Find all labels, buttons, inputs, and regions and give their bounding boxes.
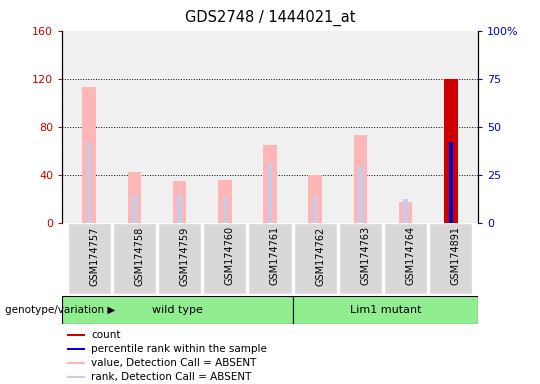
FancyBboxPatch shape [158, 223, 201, 294]
Text: GSM174758: GSM174758 [134, 226, 144, 286]
Text: GSM174762: GSM174762 [315, 226, 325, 286]
Bar [449, 142, 453, 223]
Bar [354, 135, 367, 223]
Text: GSM174759: GSM174759 [180, 226, 190, 286]
FancyBboxPatch shape [248, 223, 292, 294]
Text: Lim1 mutant: Lim1 mutant [350, 305, 421, 315]
Bar [218, 180, 232, 223]
Text: GSM174763: GSM174763 [360, 226, 370, 285]
Text: GSM174760: GSM174760 [225, 226, 235, 285]
Text: GSM174757: GSM174757 [89, 226, 99, 286]
Text: GSM174761: GSM174761 [270, 226, 280, 285]
Bar [263, 145, 277, 223]
Bar [403, 199, 408, 223]
Bar [67, 348, 85, 350]
Bar [313, 195, 318, 223]
FancyBboxPatch shape [62, 296, 293, 324]
Bar [87, 142, 91, 223]
FancyBboxPatch shape [429, 223, 472, 294]
Bar [444, 79, 457, 223]
Text: percentile rank within the sample: percentile rank within the sample [91, 344, 267, 354]
Text: GDS2748 / 1444021_at: GDS2748 / 1444021_at [185, 10, 355, 26]
Text: wild type: wild type [152, 305, 203, 315]
Text: count: count [91, 330, 120, 340]
Bar [67, 376, 85, 378]
Bar [177, 196, 182, 223]
Bar [358, 166, 363, 223]
Bar [67, 362, 85, 364]
Text: rank, Detection Call = ABSENT: rank, Detection Call = ABSENT [91, 372, 251, 382]
Text: GSM174891: GSM174891 [451, 226, 461, 285]
Text: value, Detection Call = ABSENT: value, Detection Call = ABSENT [91, 358, 256, 368]
Text: GSM174764: GSM174764 [406, 226, 416, 285]
FancyBboxPatch shape [293, 296, 478, 324]
Bar [222, 196, 227, 223]
Text: genotype/variation ▶: genotype/variation ▶ [5, 305, 116, 315]
FancyBboxPatch shape [294, 223, 337, 294]
Bar [308, 175, 322, 223]
Bar [83, 87, 96, 223]
Bar [173, 181, 186, 223]
Bar [132, 195, 137, 223]
Bar [268, 163, 272, 223]
Bar [67, 334, 85, 336]
FancyBboxPatch shape [113, 223, 156, 294]
FancyBboxPatch shape [384, 223, 427, 294]
Bar [399, 202, 413, 223]
FancyBboxPatch shape [68, 223, 111, 294]
FancyBboxPatch shape [339, 223, 382, 294]
Bar [127, 172, 141, 223]
FancyBboxPatch shape [203, 223, 246, 294]
